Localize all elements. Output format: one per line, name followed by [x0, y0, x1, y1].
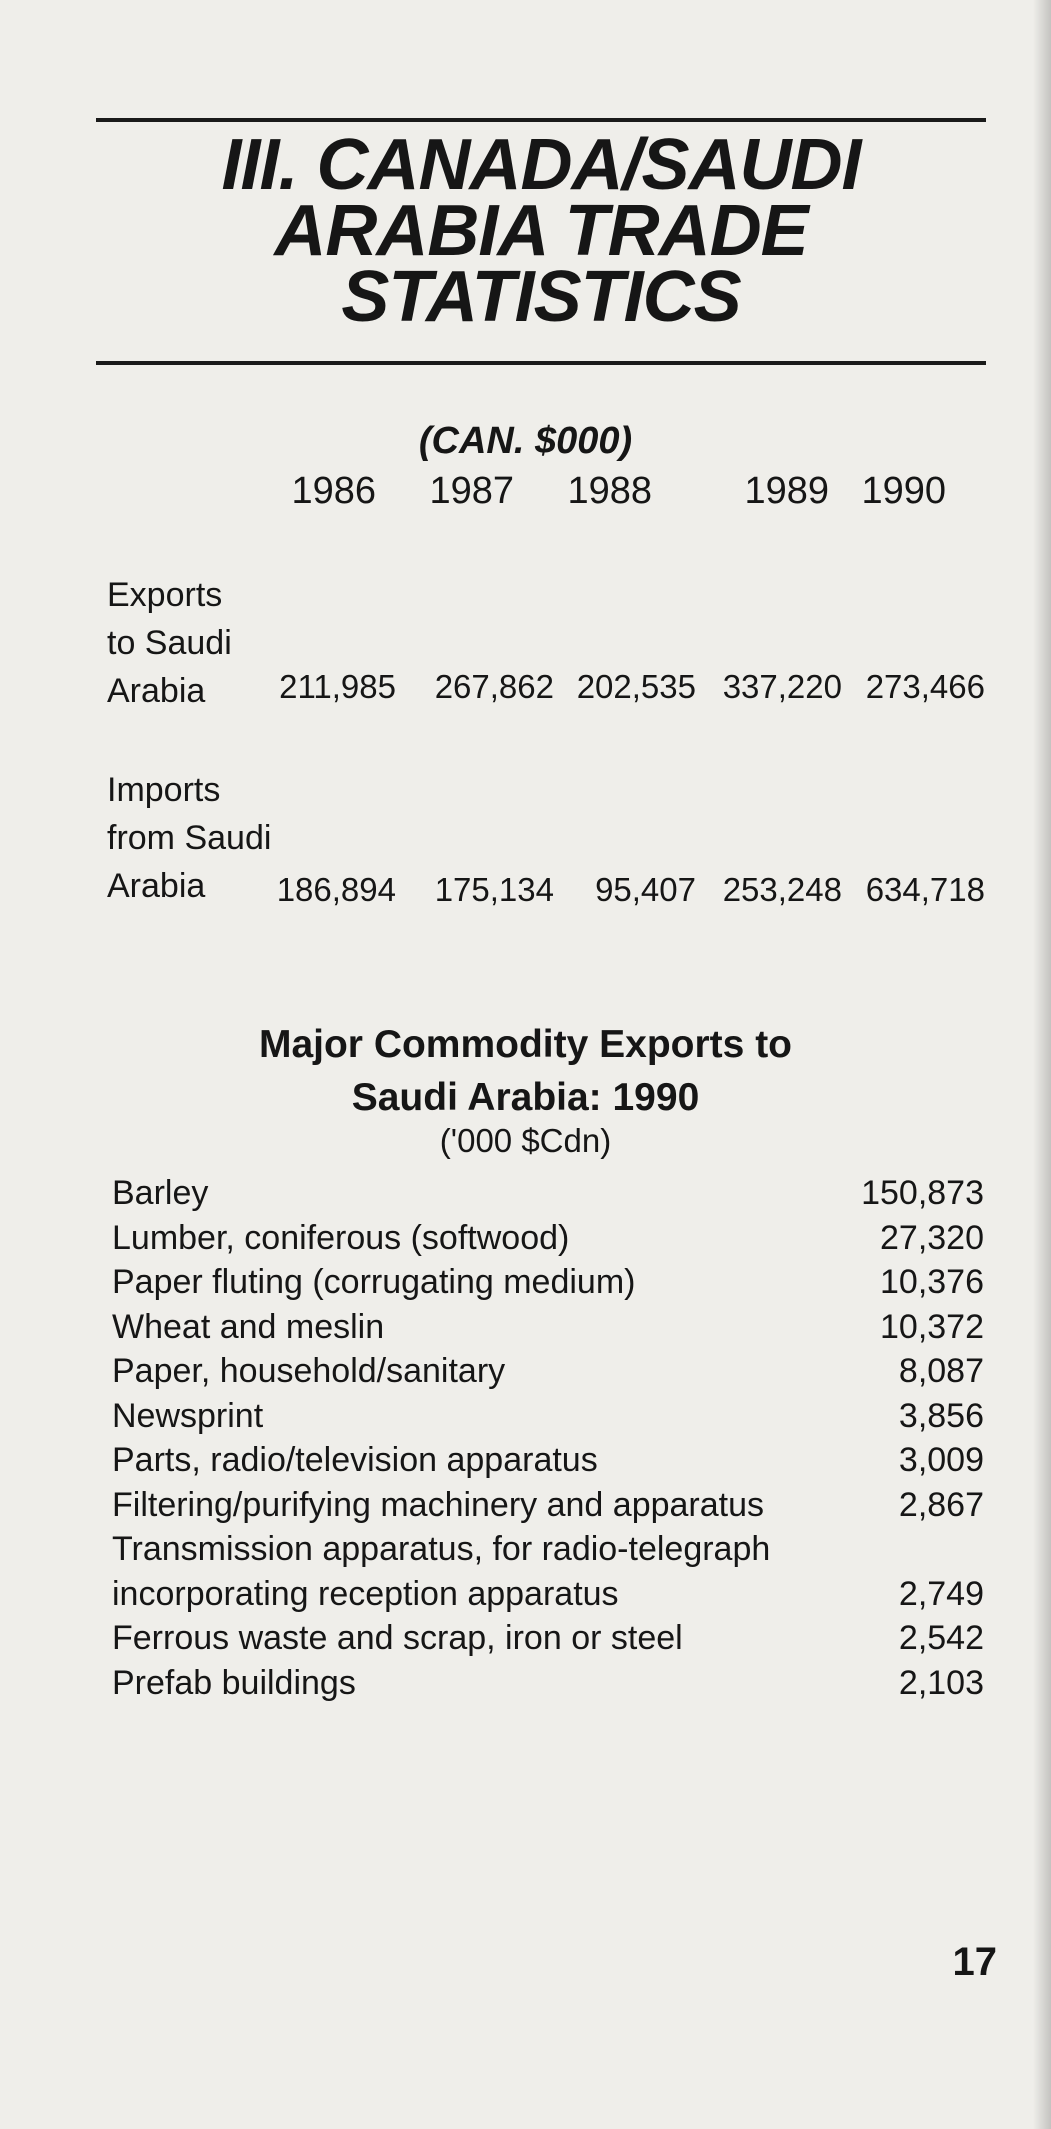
row-label-line: Imports — [107, 771, 221, 809]
commodity-name: Barley — [112, 1174, 209, 1212]
commodity-name: Paper, household/sanitary — [112, 1352, 506, 1390]
year-header: 1990 — [861, 470, 946, 512]
page-number: 17 — [952, 1940, 998, 1984]
list-item: Wheat and meslin 10,372 — [112, 1305, 984, 1350]
table-cell: 253,248 — [722, 871, 842, 908]
commodity-name: Transmission apparatus, for radio-telegr… — [112, 1530, 771, 1613]
exports-label: Exports to Saudi Arabia — [107, 571, 232, 715]
table-cell: 202,535 — [576, 668, 696, 705]
commodity-value: 10,376 — [880, 1263, 984, 1301]
table-cell: 186,894 — [276, 871, 396, 908]
commodity-name: Prefab buildings — [112, 1663, 356, 1702]
year-header: 1986 — [291, 470, 376, 512]
commodity-name: Ferrous waste and scrap, iron or steel — [112, 1619, 683, 1657]
row-label-line: Arabia — [107, 867, 206, 905]
year-header: 1987 — [429, 470, 514, 512]
section-title-line: III. CANADA/SAUDI — [221, 125, 861, 205]
table-cell: 211,985 — [279, 668, 396, 705]
list-item: Paper fluting (corrugating medium) 10,37… — [112, 1260, 984, 1305]
table-cell: 175,134 — [434, 871, 554, 908]
commodity-list: Barley 150,873 Lumber, coniferous (softw… — [112, 1171, 984, 1705]
section-title: III. CANADA/SAUDI ARABIA TRADE STATISTIC… — [96, 125, 986, 337]
commodities-title-line: Saudi Arabia: 1990 — [351, 1076, 700, 1119]
title-rule-bottom — [96, 361, 986, 365]
commodity-value: 2,749 — [898, 1574, 984, 1613]
commodity-name: Wheat and meslin — [112, 1307, 385, 1346]
table-cell: 634,718 — [865, 871, 985, 908]
list-item: Newsprint 3,856 — [112, 1394, 984, 1439]
commodity-value: 27,320 — [880, 1218, 984, 1257]
row-label-line: to Saudi — [107, 624, 232, 662]
list-item: Ferrous waste and scrap, iron or steel 2… — [112, 1616, 984, 1661]
year-header: 1988 — [567, 470, 652, 512]
table-cell: 95,407 — [595, 871, 696, 908]
exports-values-row: 211,985 267,862 202,535 337,220 273,466 — [0, 668, 1051, 716]
commodity-value: 2,867 — [898, 1485, 984, 1524]
commodity-name: Paper fluting (corrugating medium) — [112, 1263, 636, 1301]
page-edge-shadow — [1033, 0, 1051, 2129]
table-cell: 273,466 — [865, 668, 985, 705]
commodity-value: 3,009 — [898, 1441, 984, 1479]
commodity-name: Filtering/purifying machinery and appara… — [112, 1485, 765, 1524]
year-header: 1989 — [744, 470, 829, 512]
list-item: Transmission apparatus, for radio-telegr… — [112, 1527, 984, 1616]
commodities-title: Major Commodity Exports to Saudi Arabia:… — [0, 1018, 1051, 1124]
table-units: (CAN. $000) — [418, 420, 633, 462]
commodity-value: 8,087 — [898, 1352, 984, 1390]
list-item: Barley 150,873 — [112, 1171, 984, 1216]
title-rule-top — [96, 118, 986, 122]
row-label-line: from Saudi — [107, 819, 272, 857]
imports-label: Imports from Saudi Arabia — [107, 766, 271, 910]
list-item: Filtering/purifying machinery and appara… — [112, 1483, 984, 1528]
commodity-name: Lumber, coniferous (softwood) — [112, 1218, 570, 1257]
list-item: Prefab buildings 2,103 — [112, 1661, 984, 1706]
commodity-value: 2,103 — [898, 1663, 984, 1702]
list-item: Paper, household/sanitary 8,087 — [112, 1349, 984, 1394]
commodity-value: 3,856 — [898, 1396, 984, 1435]
commodity-value: 150,873 — [861, 1174, 984, 1212]
year-header-row: 1986 1987 1988 1989 1990 — [0, 470, 1051, 520]
imports-values-row: 186,894 175,134 95,407 253,248 634,718 — [0, 871, 1051, 919]
list-item: Parts, radio/television apparatus 3,009 — [112, 1438, 984, 1483]
section-title-line: STATISTICS — [341, 257, 741, 337]
list-item: Lumber, coniferous (softwood) 27,320 — [112, 1216, 984, 1261]
commodity-value: 2,542 — [898, 1619, 984, 1657]
row-label-line: Arabia — [107, 672, 206, 710]
commodity-name: Parts, radio/television apparatus — [112, 1441, 598, 1479]
table-cell: 337,220 — [722, 668, 842, 705]
commodities-units: ('000 $Cdn) — [439, 1122, 612, 1159]
section-title-line: ARABIA TRADE — [274, 191, 808, 271]
table-cell: 267,862 — [434, 668, 554, 705]
commodities-title-line: Major Commodity Exports to — [258, 1023, 793, 1066]
commodity-name: Newsprint — [112, 1396, 264, 1435]
commodity-value: 10,372 — [880, 1307, 984, 1346]
row-label-line: Exports — [107, 576, 223, 614]
